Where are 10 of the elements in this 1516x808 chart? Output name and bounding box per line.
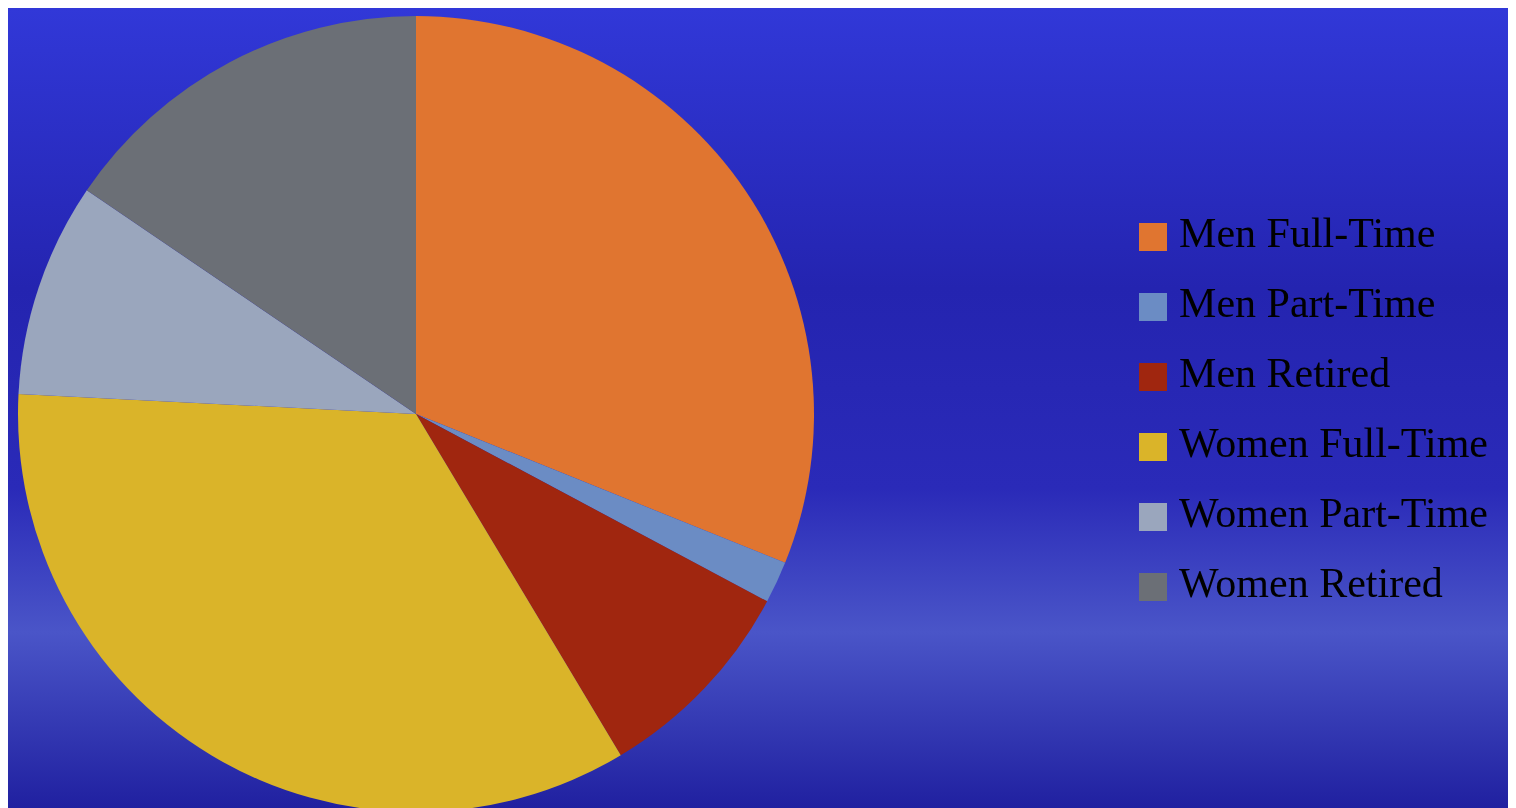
legend-label: Women Part-Time [1179,490,1488,536]
legend-label: Women Retired [1179,560,1443,606]
pie-slice [416,414,786,602]
legend-label: Men Retired [1179,350,1391,396]
pie-slice [416,16,814,563]
legend-label: Men Part-Time [1179,280,1436,326]
pie-slice [86,16,416,414]
legend-label: Men Full-Time [1179,210,1436,256]
pie-slice [18,190,416,414]
legend-label: Women Full-Time [1179,420,1488,466]
